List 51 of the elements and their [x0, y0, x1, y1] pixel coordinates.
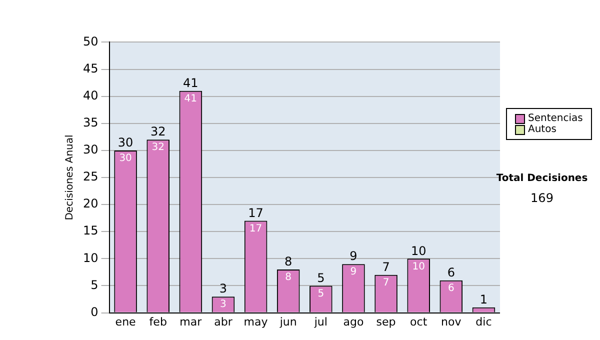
data-label: 9 — [350, 266, 357, 278]
total-label: 3 — [219, 282, 228, 296]
x-tick-label: abr — [214, 315, 233, 328]
x-tick-label: mar — [180, 315, 202, 328]
x-tick-label: jul — [313, 315, 328, 328]
y-tick-label: 25 — [82, 170, 98, 184]
total-label: 1 — [480, 292, 488, 307]
y-tick-label: 40 — [82, 88, 98, 102]
data-label: 32 — [152, 142, 164, 154]
x-tick-label: may — [244, 315, 268, 328]
x-tick-label: dic — [476, 315, 492, 328]
x-tick-label: oct — [410, 315, 428, 328]
data-label: 6 — [448, 282, 454, 294]
total-label: 32 — [150, 124, 166, 139]
total-label: 17 — [248, 206, 264, 220]
data-label: 8 — [285, 272, 292, 284]
data-label: 30 — [119, 153, 132, 164]
y-tick-label: 35 — [82, 116, 98, 130]
data-label: 5 — [318, 288, 324, 300]
total-label: 30 — [118, 136, 134, 150]
y-axis-title: Decisiones Anual — [64, 134, 76, 220]
x-tick-label: ene — [115, 315, 136, 328]
annotation: Total Decisiones — [495, 173, 589, 184]
y-tick-label: 0 — [90, 304, 98, 319]
x-tick-label: sep — [376, 315, 396, 328]
total-label: 6 — [447, 265, 455, 280]
y-tick-label: 15 — [82, 224, 98, 238]
total-label: 8 — [284, 254, 292, 269]
data-label: 10 — [412, 261, 425, 272]
y-tick-label: 45 — [82, 61, 98, 76]
total-label: 10 — [410, 244, 426, 258]
data-label: 7 — [382, 278, 390, 289]
y-tick-label: 20 — [82, 196, 98, 211]
y-tick-label: 5 — [90, 278, 98, 292]
data-label: 41 — [184, 94, 198, 104]
x-tick-label: nov — [441, 315, 462, 328]
y-tick-label: 50 — [82, 34, 98, 48]
x-tick-label: feb — [149, 315, 167, 328]
total-label: 5 — [317, 270, 325, 285]
x-tick-label: jun — [278, 315, 297, 328]
total-label: 7 — [382, 260, 390, 274]
legend-label: Autos — [528, 124, 556, 135]
data-label: 17 — [249, 223, 262, 234]
data-label: 3 — [220, 299, 226, 310]
y-tick-label: 10 — [82, 250, 98, 265]
legend-label: Sentencias — [528, 113, 583, 124]
y-tick-label: 30 — [82, 142, 98, 157]
total-label: 9 — [350, 249, 358, 264]
total-label: 41 — [183, 76, 198, 90]
text: 169 — [530, 191, 554, 205]
x-tick-label: ago — [343, 315, 364, 328]
